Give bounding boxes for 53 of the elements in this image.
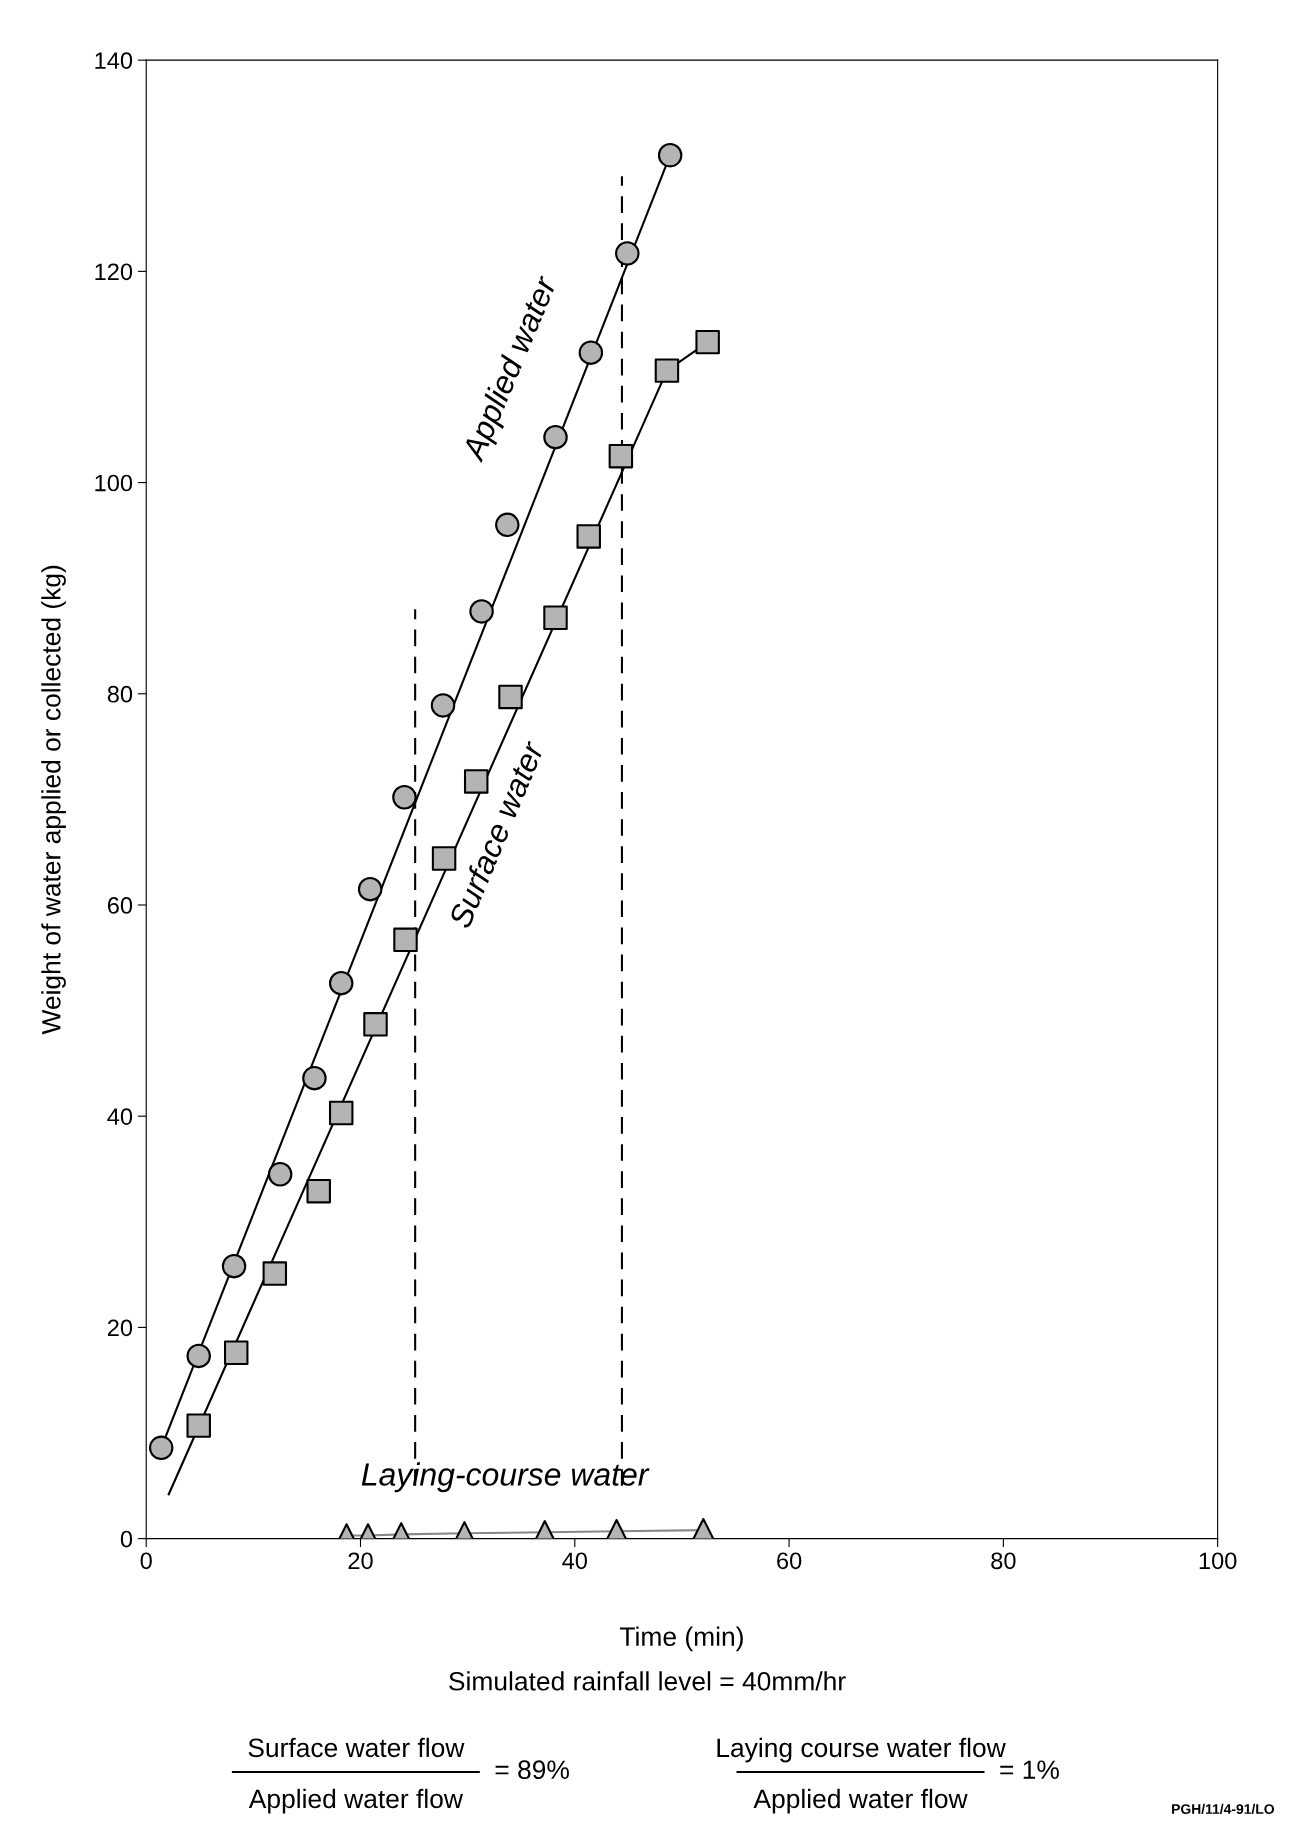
- x-tick-label: 100: [1199, 1552, 1237, 1570]
- point: [186, 1413, 211, 1438]
- point: [328, 1100, 354, 1126]
- point: [430, 693, 456, 718]
- point: [328, 970, 354, 996]
- point: [695, 329, 720, 355]
- point: [543, 424, 568, 450]
- point: [357, 876, 383, 902]
- point: [221, 1253, 247, 1279]
- point: [463, 769, 489, 794]
- point: [186, 1343, 211, 1369]
- point: [363, 1012, 388, 1037]
- point: [267, 1162, 293, 1187]
- point: [498, 684, 523, 710]
- y-axis-title: Weight of water applied or collected (kg): [41, 565, 66, 1035]
- point: [615, 241, 640, 266]
- y-tick-label: 40: [107, 1108, 133, 1125]
- text: = 89%: [495, 1760, 569, 1780]
- point: [654, 358, 680, 383]
- point: [392, 785, 417, 810]
- y-tick-label: 20: [107, 1319, 133, 1337]
- point: [495, 512, 520, 538]
- point: [578, 340, 604, 365]
- point: [306, 1178, 331, 1204]
- text: PGH/11/4-91/LO: [1172, 1803, 1275, 1815]
- x-tick-label: 40: [562, 1552, 587, 1570]
- point: [262, 1261, 288, 1286]
- text: Applied water flow: [753, 1788, 968, 1814]
- text: = 1%: [1000, 1760, 1059, 1779]
- point: [608, 443, 634, 469]
- y-tick-label: 120: [95, 263, 133, 281]
- x-tick-label: 80: [991, 1552, 1016, 1570]
- y-tick-label: 100: [95, 474, 133, 492]
- x-tick-label: 0: [140, 1552, 152, 1570]
- text: Simulated rainfall level = 40mm/hr: [449, 1671, 846, 1691]
- x-tick-label: 60: [777, 1552, 802, 1570]
- x-axis-title: Time (min): [620, 1626, 743, 1652]
- y-tick-label: 0: [120, 1530, 133, 1548]
- y-tick-label: 60: [107, 897, 133, 914]
- point: [302, 1065, 327, 1091]
- point: [148, 1435, 174, 1461]
- x-tick-label: 20: [348, 1552, 373, 1570]
- text: Applied water flow: [248, 1788, 463, 1814]
- point: [657, 142, 683, 168]
- point: [393, 927, 418, 953]
- text: Surface water flow: [248, 1737, 465, 1758]
- point: [543, 605, 568, 630]
- y-tick-label: 80: [107, 685, 133, 703]
- y-tick-label: 140: [95, 52, 133, 69]
- point: [469, 599, 494, 624]
- point: [576, 524, 601, 549]
- point: [223, 1340, 249, 1365]
- text: Laying course water flow: [717, 1737, 1006, 1763]
